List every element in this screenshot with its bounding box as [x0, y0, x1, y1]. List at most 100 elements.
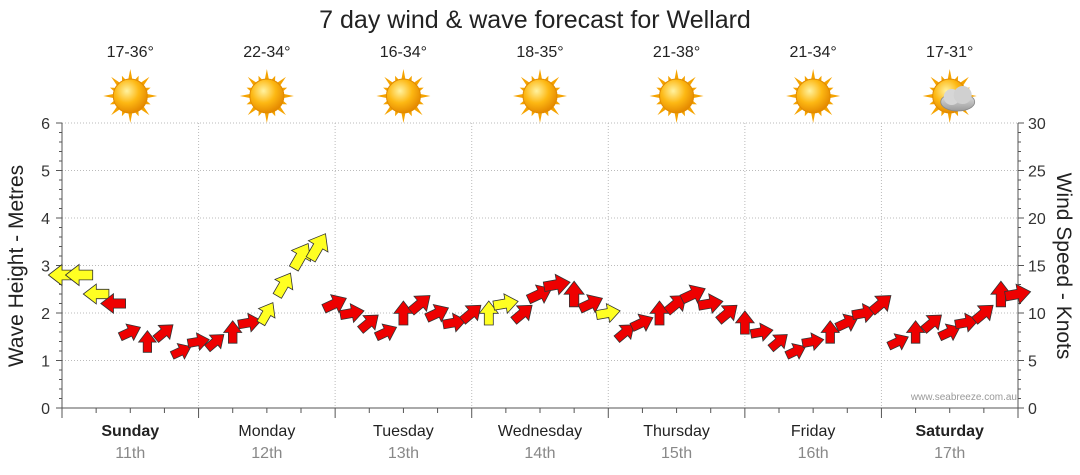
wind-arrow [305, 233, 329, 263]
wind-arrow [886, 333, 909, 351]
weather-icon-row [103, 69, 977, 123]
day-temperature: 18-35° [516, 44, 563, 61]
sun-icon [649, 69, 704, 123]
sun-ray [239, 93, 252, 99]
sun-disc [522, 78, 558, 114]
wind-arrow [613, 324, 635, 344]
sun-icon [786, 69, 841, 123]
right-tick-label: 15 [1028, 259, 1046, 276]
wind-arrow [169, 343, 192, 360]
sun-ray [128, 69, 133, 81]
day-date: 16th [798, 445, 829, 462]
day-date: 11th [115, 445, 145, 462]
wind-arrow [393, 300, 414, 326]
sun-disc [112, 78, 148, 114]
wind-arrow [478, 300, 500, 326]
sun-ray [922, 93, 934, 99]
wind-arrow [663, 295, 687, 316]
sun-ray [649, 93, 661, 99]
day-name: Thursday [643, 423, 710, 440]
left-axis-title: Wave Height - Metres [5, 165, 28, 367]
left-tick-label: 5 [41, 164, 50, 181]
wind-arrow [82, 283, 110, 305]
day-name: Saturday [915, 423, 984, 440]
sun-icon [239, 69, 294, 123]
wind-arrow [222, 320, 243, 344]
wind-arrow [679, 284, 706, 305]
wind-arrow [459, 304, 482, 325]
day-temperature: 17-31° [926, 44, 973, 61]
sun-icon [103, 69, 158, 123]
day-date: 12th [251, 445, 282, 462]
sun-ray [146, 93, 158, 99]
day-date: 15th [661, 445, 692, 462]
wind-arrow [424, 303, 450, 323]
wind-arrow [373, 323, 398, 342]
sun-disc [795, 78, 831, 114]
day-name: Tuesday [373, 423, 434, 440]
sun-ray [401, 69, 406, 81]
sun-ray [786, 93, 798, 99]
wind-arrow [820, 320, 841, 344]
right-axis-title: Wind Speed - Knots [1052, 173, 1075, 360]
right-tick-label: 25 [1028, 164, 1046, 181]
day-temperature: 21-34° [789, 44, 836, 61]
credit-text: www.seabreeze.com.au [910, 392, 1017, 403]
sun-ray [282, 93, 294, 99]
sun-disc [249, 78, 285, 114]
cloud-part [953, 86, 972, 104]
wind-arrow [510, 304, 533, 325]
grid [62, 122, 1018, 408]
wind-arrow [834, 313, 859, 333]
wind-arrow [288, 242, 312, 272]
wind-arrow [697, 293, 724, 315]
day-name: Monday [238, 423, 295, 440]
wind-arrow [204, 334, 225, 353]
wind-arrow [595, 302, 621, 324]
right-axis: 0 5 10 15 20 25 30 [1017, 116, 1046, 418]
wind-arrow [321, 294, 347, 314]
wind-arrow [357, 314, 379, 334]
sun-ray [264, 111, 270, 123]
sun-icon [376, 69, 431, 123]
wind-arrow [542, 273, 571, 296]
left-tick-label: 3 [41, 259, 50, 276]
day-temperature: 16-34° [380, 44, 427, 61]
day-temperature: 17-36° [107, 44, 154, 61]
x-axis [61, 407, 1019, 418]
wind-arrow [1004, 283, 1032, 305]
wind-arrow [629, 313, 654, 333]
left-tick-label: 2 [41, 306, 50, 323]
sun-cloud-icon [922, 69, 977, 123]
left-tick-label: 0 [41, 401, 50, 418]
wind-arrow [784, 343, 807, 360]
sun-ray [103, 93, 115, 99]
left-tick-label: 4 [41, 211, 50, 228]
wind-arrow [64, 263, 94, 287]
wind-arrow [577, 294, 604, 314]
wind-arrow [937, 323, 961, 342]
right-tick-label: 10 [1028, 306, 1046, 323]
right-tick-label: 20 [1028, 211, 1046, 228]
wind-arrow [971, 304, 994, 325]
day-date: 13th [388, 445, 419, 462]
day-temperature: 21-38° [653, 44, 700, 61]
sun-ray [537, 69, 543, 81]
sun-disc [385, 78, 421, 114]
sun-ray [674, 111, 679, 123]
sun-ray [419, 93, 431, 99]
wind-arrow [152, 324, 174, 344]
wind-arrow [339, 302, 365, 324]
sun-ray [828, 93, 841, 99]
sun-ray [513, 93, 525, 99]
sun-ray [376, 93, 388, 99]
wind-arrow [715, 304, 738, 325]
right-tick-label: 0 [1028, 401, 1037, 418]
wind-arrow [905, 320, 926, 344]
sun-ray [537, 111, 543, 123]
left-axis: 0 1 2 3 4 5 6 [41, 116, 63, 418]
day-date: 17th [934, 445, 965, 462]
wind-arrow [649, 300, 670, 326]
day-date: 14th [524, 445, 555, 462]
